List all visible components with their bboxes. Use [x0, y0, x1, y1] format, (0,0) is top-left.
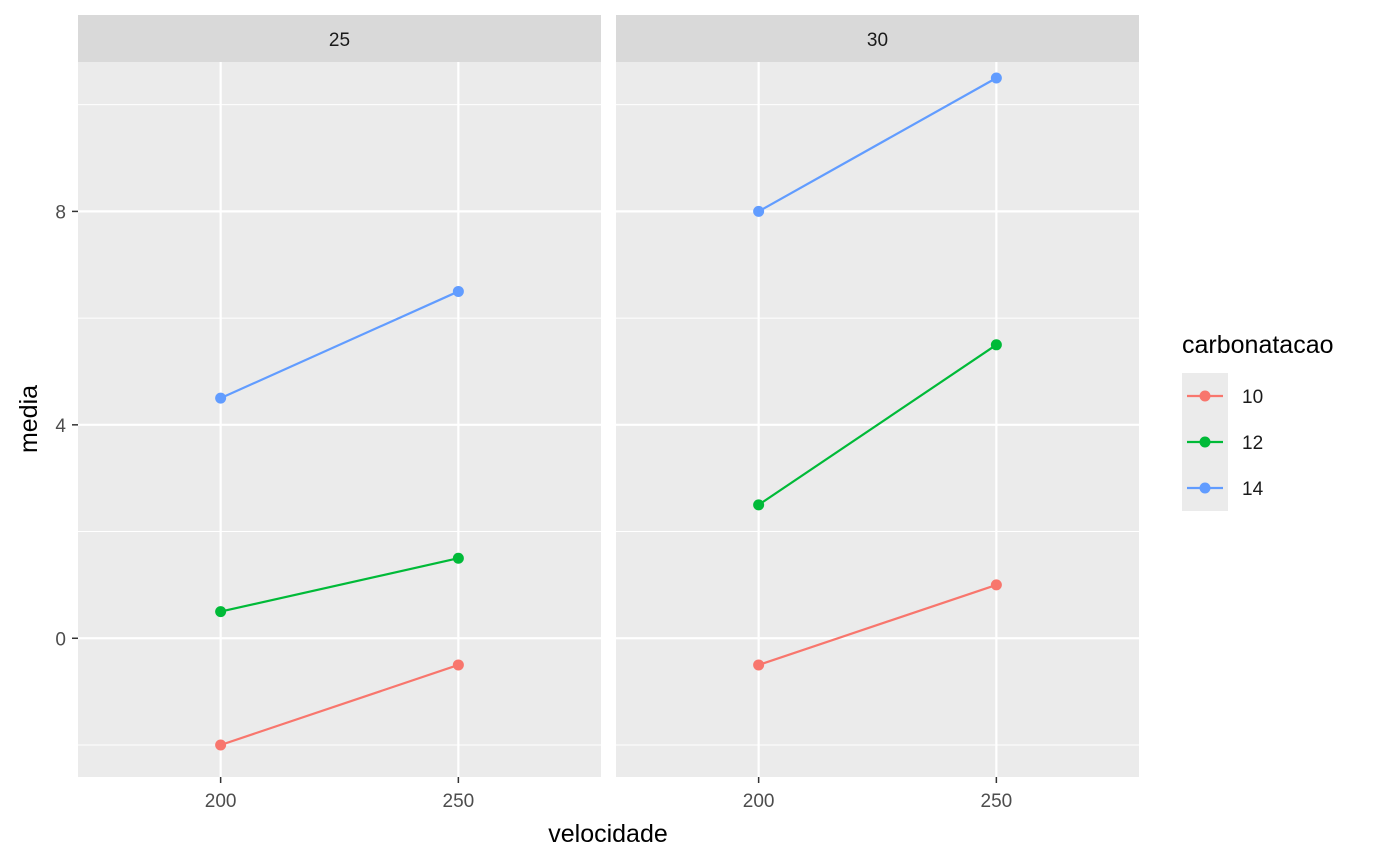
panel-background	[616, 62, 1139, 777]
data-point	[753, 659, 765, 671]
x-axis-title: velocidade	[548, 820, 668, 848]
data-point	[753, 499, 765, 511]
legend-item-14: 14	[1182, 465, 1264, 511]
data-point	[215, 606, 227, 618]
data-point	[990, 339, 1002, 351]
series-line	[220, 663, 459, 747]
y-tick-label: 4	[55, 416, 66, 437]
facet-strip	[616, 15, 1139, 62]
facet-strip-label: 25	[329, 30, 350, 51]
chart-axes: 200 250 200 250 0 4 8	[55, 202, 1012, 812]
legend-item-12: 12	[1182, 419, 1263, 465]
data-point	[452, 285, 464, 297]
legend-key-point	[1199, 390, 1211, 402]
legend-label: 12	[1242, 433, 1263, 454]
series-10	[215, 659, 464, 751]
series-line	[758, 77, 997, 213]
data-point	[990, 579, 1002, 591]
series-line	[220, 290, 459, 400]
legend-label: 10	[1242, 387, 1263, 408]
facet-panel-25: 25	[78, 15, 601, 777]
facet-strip	[78, 15, 601, 62]
series-12	[753, 339, 1002, 511]
data-point	[452, 552, 464, 564]
y-tick-label: 8	[55, 202, 66, 223]
legend-key-point	[1199, 482, 1211, 494]
legend-item-10: 10	[1182, 373, 1263, 419]
data-point	[990, 72, 1002, 84]
data-point	[215, 739, 227, 751]
series-line	[758, 583, 997, 666]
y-axis-title: media	[15, 385, 43, 453]
x-tick-label: 200	[205, 791, 237, 812]
y-tick-label: 0	[55, 629, 66, 650]
data-point	[452, 659, 464, 671]
series-line	[758, 343, 997, 506]
legend-label: 14	[1242, 479, 1264, 500]
legend-key-point	[1199, 436, 1211, 448]
facet-strip-label: 30	[867, 30, 888, 51]
chart-panels: 25 30	[78, 15, 1139, 777]
data-point	[753, 205, 765, 217]
data-point	[215, 392, 227, 404]
series-line	[220, 557, 459, 613]
facet-panel-30: 30	[616, 15, 1139, 777]
x-tick-label: 200	[743, 791, 775, 812]
x-tick-label: 250	[981, 791, 1013, 812]
series-10	[753, 579, 1002, 671]
legend-title: carbonatacao	[1182, 331, 1334, 359]
x-tick-label: 250	[443, 791, 475, 812]
legend: carbonatacao 10 12 14	[1182, 331, 1334, 511]
series-14	[753, 72, 1002, 217]
series-12	[215, 552, 464, 618]
series-14	[215, 285, 464, 404]
panel-background	[78, 62, 601, 777]
